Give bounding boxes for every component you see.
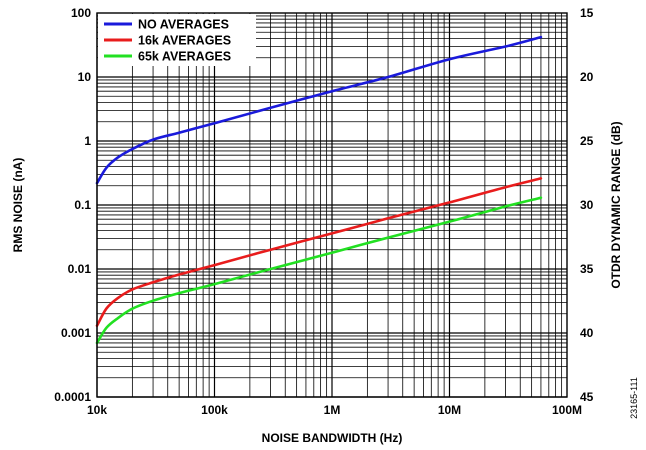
series-line-no-averages: [95, 35, 543, 185]
y2-tick-label: 20: [580, 70, 594, 84]
y2-tick-label: 45: [580, 390, 594, 404]
x-tick-label: 10k: [87, 403, 107, 417]
legend-label: 65k AVERAGES: [138, 50, 231, 64]
y2-tick-label: 25: [580, 134, 594, 148]
y2-axis-title: OTDR DYNAMIC RANGE (dB): [609, 121, 623, 288]
y-tick-label: 0.001: [61, 326, 91, 340]
series-line-65k-averages: [95, 196, 543, 345]
y-tick-label: 1: [84, 134, 91, 148]
x-axis-title: NOISE BANDWIDTH (Hz): [262, 431, 403, 445]
x-tick-label: 100M: [552, 403, 582, 417]
y-tick-label: 10: [78, 70, 92, 84]
y-tick-label: 0.0001: [54, 390, 91, 404]
y2-tick-label: 15: [580, 6, 594, 20]
y-tick-label: 0.1: [74, 198, 91, 212]
y-tick-label: 0.01: [68, 262, 92, 276]
figure-id: 23165-111: [629, 377, 639, 419]
y2-tick-label: 30: [580, 198, 594, 212]
x-tick-label: 1M: [324, 403, 341, 417]
x-tick-label: 100k: [201, 403, 228, 417]
y2-tick-label: 35: [580, 262, 594, 276]
plot-frame: [96, 12, 568, 398]
y-axis-title: RMS NOISE (nA): [11, 158, 25, 253]
legend: NO AVERAGES 16k AVERAGES 65k AVERAGES: [98, 14, 256, 66]
legend-label: 16k AVERAGES: [138, 34, 231, 48]
y2-tick-label: 40: [580, 326, 594, 340]
x-tick-label: 10M: [438, 403, 461, 417]
y-tick-label: 100: [71, 6, 91, 20]
series-lines: [95, 35, 543, 345]
legend-label: NO AVERAGES: [138, 18, 229, 32]
grid: [96, 13, 567, 398]
tick-labels: 10k 100k 1M 10M 100M 100 10 1 0.1 0.01 0.001 0.0001…: [54, 6, 593, 417]
series-line-16k-averages: [95, 177, 543, 327]
